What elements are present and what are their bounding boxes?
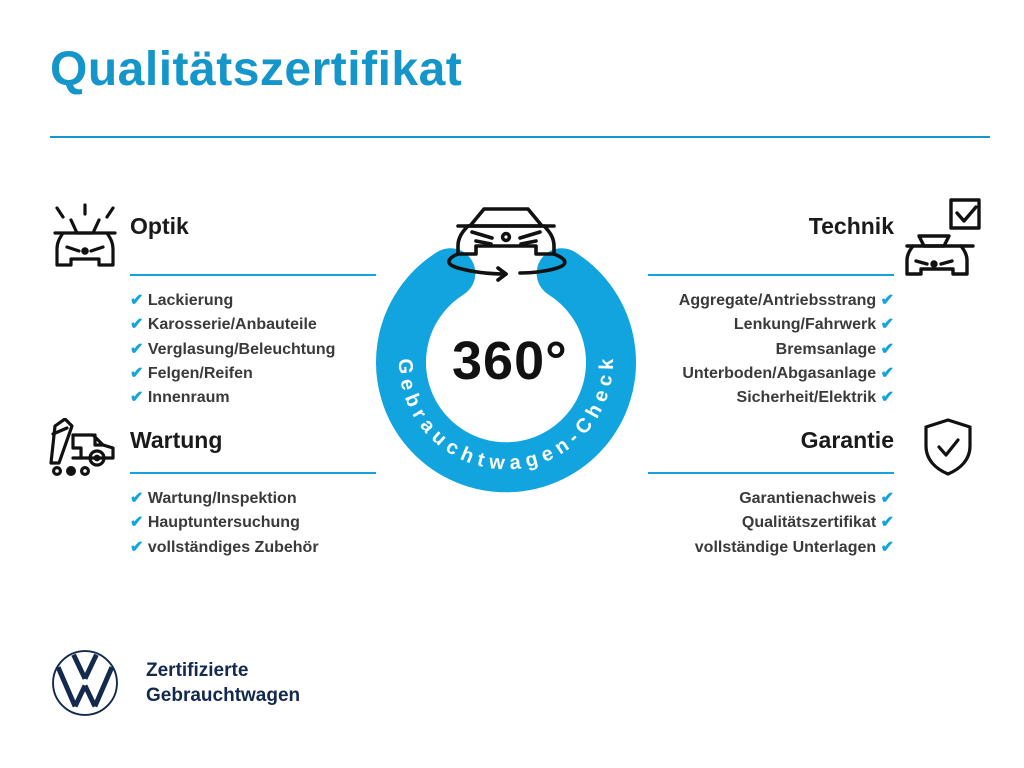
svg-text:k: k (596, 358, 618, 370)
svg-text:G: G (394, 358, 417, 374)
svg-text:w: w (487, 451, 506, 474)
